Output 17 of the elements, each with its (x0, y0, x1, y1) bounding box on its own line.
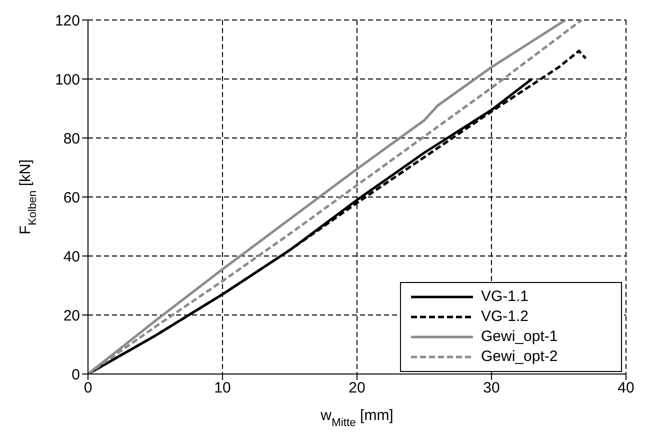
legend-label: VG-1.2 (481, 307, 529, 327)
x-tick-label: 0 (84, 380, 92, 397)
y-tick-label: 60 (63, 189, 80, 206)
y-tick-label: 40 (63, 248, 80, 266)
x-axis-title: w$_{Mitte}$ [mm] (320, 407, 394, 429)
x-tick-label: 10 (214, 380, 231, 397)
legend-label: VG-1.1 (481, 287, 529, 307)
y-tick-label: 120 (54, 12, 80, 30)
y-tick-label: 100 (54, 71, 80, 88)
y-tick-label: 0 (72, 366, 80, 384)
x-tick-label: 20 (348, 380, 366, 397)
x-tick-label: 30 (483, 380, 500, 397)
legend-label: Gewi_opt-2 (481, 347, 558, 367)
y-tick-label: 20 (63, 307, 80, 324)
y-tick-label: 80 (63, 130, 80, 148)
legend-label: Gewi_opt-1 (481, 327, 558, 347)
x-tick-label: 40 (618, 380, 634, 397)
